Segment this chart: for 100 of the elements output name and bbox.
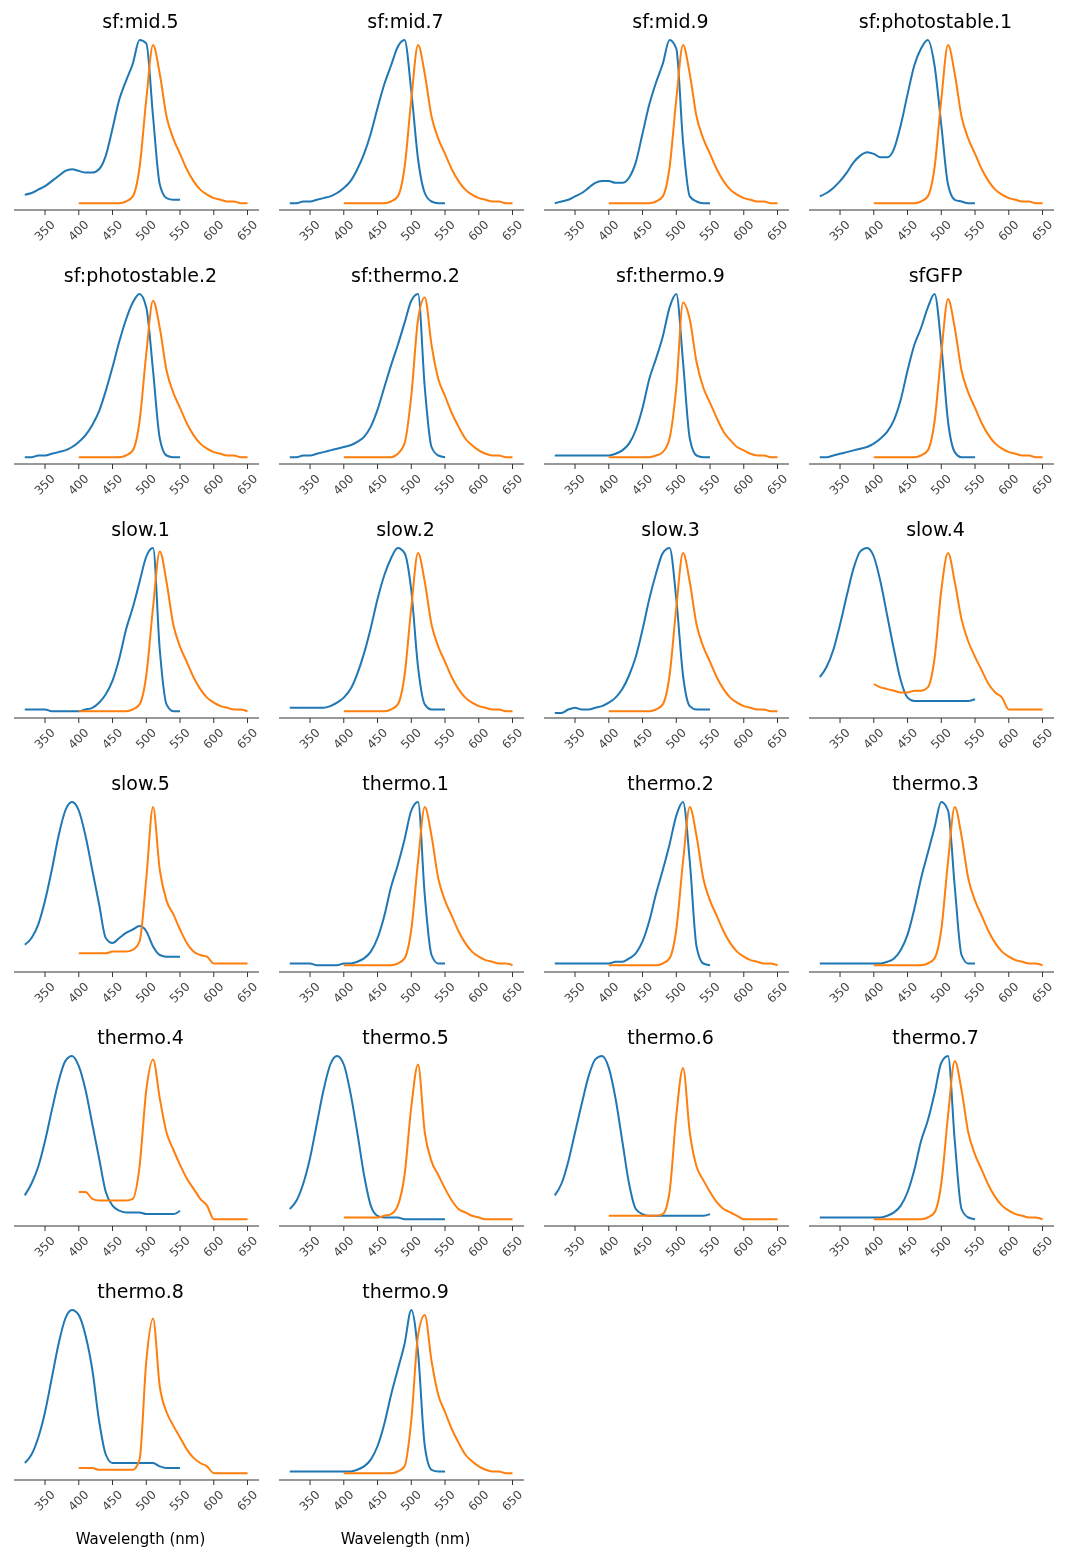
- chart-title: sf:thermo.9: [616, 263, 725, 288]
- x-tick-label: 350: [296, 217, 323, 244]
- x-tick-label: 450: [894, 979, 921, 1006]
- x-tick-label: 500: [397, 1233, 424, 1260]
- x-tick-label: 400: [65, 471, 92, 498]
- x-tick-label: 500: [132, 471, 159, 498]
- x-tick-label: 350: [561, 1233, 588, 1260]
- x-tick-label: 350: [31, 979, 58, 1006]
- x-tick-label: 450: [99, 725, 126, 752]
- x-tick-label: 350: [826, 725, 853, 752]
- chart-title: sf:mid.9: [632, 9, 709, 34]
- x-tick-label: 650: [234, 1233, 261, 1260]
- x-tick-label: 650: [764, 217, 791, 244]
- x-tick-label: 550: [961, 217, 988, 244]
- x-tick-label: 600: [465, 979, 492, 1006]
- x-tick-label: 600: [200, 217, 227, 244]
- x-tick-label: 350: [31, 725, 58, 752]
- x-tick-label: 450: [894, 1233, 921, 1260]
- x-tick-label: 500: [927, 1233, 954, 1260]
- x-tick-label: 550: [961, 1233, 988, 1260]
- x-tick-label: 550: [431, 1233, 458, 1260]
- x-tick-label: 450: [364, 1487, 391, 1514]
- x-tick-label: 550: [431, 217, 458, 244]
- x-tick-label: 600: [465, 471, 492, 498]
- x-tick-label: 500: [397, 725, 424, 752]
- x-tick-label: 450: [629, 979, 656, 1006]
- x-tick-label: 550: [166, 979, 193, 1006]
- x-tick-label: 650: [234, 725, 261, 752]
- x-tick-label: 500: [132, 217, 159, 244]
- chart-title: thermo.1: [362, 771, 449, 796]
- x-tick-label: 350: [561, 471, 588, 498]
- x-tick-label: 650: [234, 471, 261, 498]
- x-tick-label: 500: [132, 1487, 159, 1514]
- chart-title: thermo.5: [362, 1025, 449, 1050]
- x-tick-label: 400: [595, 471, 622, 498]
- x-tick-label: 550: [696, 725, 723, 752]
- x-tick-label: 400: [860, 725, 887, 752]
- x-tick-label: 600: [730, 217, 757, 244]
- x-tick-label: 500: [397, 1487, 424, 1514]
- x-tick-label: 550: [961, 471, 988, 498]
- x-tick-label: 450: [894, 471, 921, 498]
- x-tick-label: 350: [826, 1233, 853, 1260]
- x-tick-label: 600: [200, 979, 227, 1006]
- x-tick-label: 550: [166, 217, 193, 244]
- x-tick-label: 600: [200, 725, 227, 752]
- x-tick-label: 650: [499, 725, 526, 752]
- x-tick-label: 550: [166, 725, 193, 752]
- x-tick-label: 600: [995, 979, 1022, 1006]
- x-tick-label: 650: [499, 1487, 526, 1514]
- x-tick-label: 600: [730, 1233, 757, 1260]
- chart-title: slow.5: [111, 771, 170, 796]
- x-tick-label: 400: [860, 1233, 887, 1260]
- x-tick-label: 550: [166, 1233, 193, 1260]
- x-tick-label: 450: [99, 1233, 126, 1260]
- chart-title: thermo.4: [97, 1025, 184, 1050]
- x-tick-label: 500: [132, 725, 159, 752]
- x-tick-label: 650: [234, 979, 261, 1006]
- chart-title: thermo.6: [627, 1025, 714, 1050]
- x-tick-label: 600: [200, 1233, 227, 1260]
- x-tick-label: 550: [431, 1487, 458, 1514]
- chart-title: slow.4: [906, 517, 965, 542]
- x-tick-label: 550: [431, 979, 458, 1006]
- x-tick-label: 350: [826, 217, 853, 244]
- x-tick-label: 450: [629, 217, 656, 244]
- x-tick-label: 550: [431, 471, 458, 498]
- chart-title: thermo.2: [627, 771, 714, 796]
- x-tick-label: 650: [1029, 217, 1056, 244]
- x-tick-label: 650: [1029, 979, 1056, 1006]
- x-tick-label: 400: [330, 979, 357, 1006]
- chart-title: thermo.7: [892, 1025, 979, 1050]
- x-tick-label: 450: [629, 471, 656, 498]
- x-tick-label: 400: [65, 979, 92, 1006]
- x-tick-label: 350: [296, 979, 323, 1006]
- x-tick-label: 350: [561, 725, 588, 752]
- x-tick-label: 400: [65, 217, 92, 244]
- x-tick-label: 450: [629, 1233, 656, 1260]
- x-tick-label: 600: [465, 1233, 492, 1260]
- x-tick-label: 350: [826, 979, 853, 1006]
- x-tick-label: 350: [826, 471, 853, 498]
- chart-title: sfGFP: [908, 263, 963, 288]
- x-tick-label: 350: [31, 471, 58, 498]
- chart-title: sf:photostable.2: [63, 263, 218, 288]
- x-tick-label: 500: [662, 1233, 689, 1260]
- x-tick-label: 350: [296, 1233, 323, 1260]
- chart-title: thermo.8: [97, 1279, 184, 1304]
- x-tick-label: 350: [561, 217, 588, 244]
- x-tick-label: 400: [595, 217, 622, 244]
- x-tick-label: 600: [200, 1487, 227, 1514]
- x-tick-label: 500: [927, 725, 954, 752]
- x-tick-label: 650: [499, 1233, 526, 1260]
- x-tick-label: 400: [65, 1487, 92, 1514]
- x-tick-label: 650: [499, 471, 526, 498]
- x-tick-label: 400: [330, 1233, 357, 1260]
- x-tick-label: 650: [234, 1487, 261, 1514]
- x-tick-label: 500: [662, 979, 689, 1006]
- x-tick-label: 650: [764, 1233, 791, 1260]
- x-tick-label: 400: [595, 1233, 622, 1260]
- x-tick-label: 350: [296, 1487, 323, 1514]
- x-tick-label: 350: [31, 217, 58, 244]
- x-tick-label: 450: [364, 725, 391, 752]
